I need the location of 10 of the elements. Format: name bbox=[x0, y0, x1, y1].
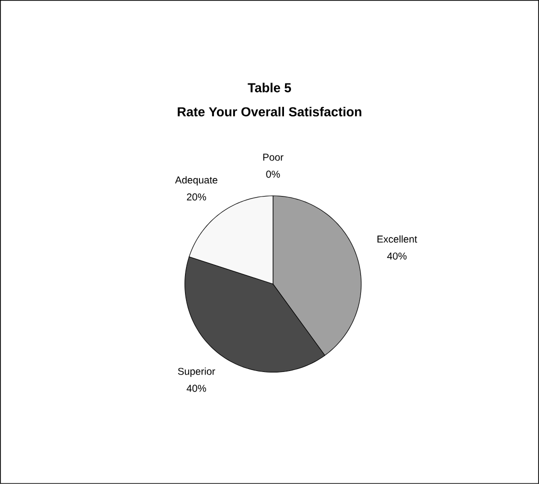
chart-subtitle: Rate Your Overall Satisfaction bbox=[178, 106, 362, 116]
chart-title: Table 5 bbox=[248, 82, 292, 92]
data-label: 40% bbox=[387, 252, 407, 260]
category-label: Poor bbox=[263, 154, 284, 161]
slice-label: Adequate bbox=[175, 176, 218, 186]
data-label: 20% bbox=[186, 193, 206, 201]
slice-label: Superior bbox=[178, 368, 216, 377]
slice-label: Excellent bbox=[377, 235, 418, 243]
data-label: 40% bbox=[186, 384, 206, 392]
text: 0% bbox=[266, 170, 280, 178]
